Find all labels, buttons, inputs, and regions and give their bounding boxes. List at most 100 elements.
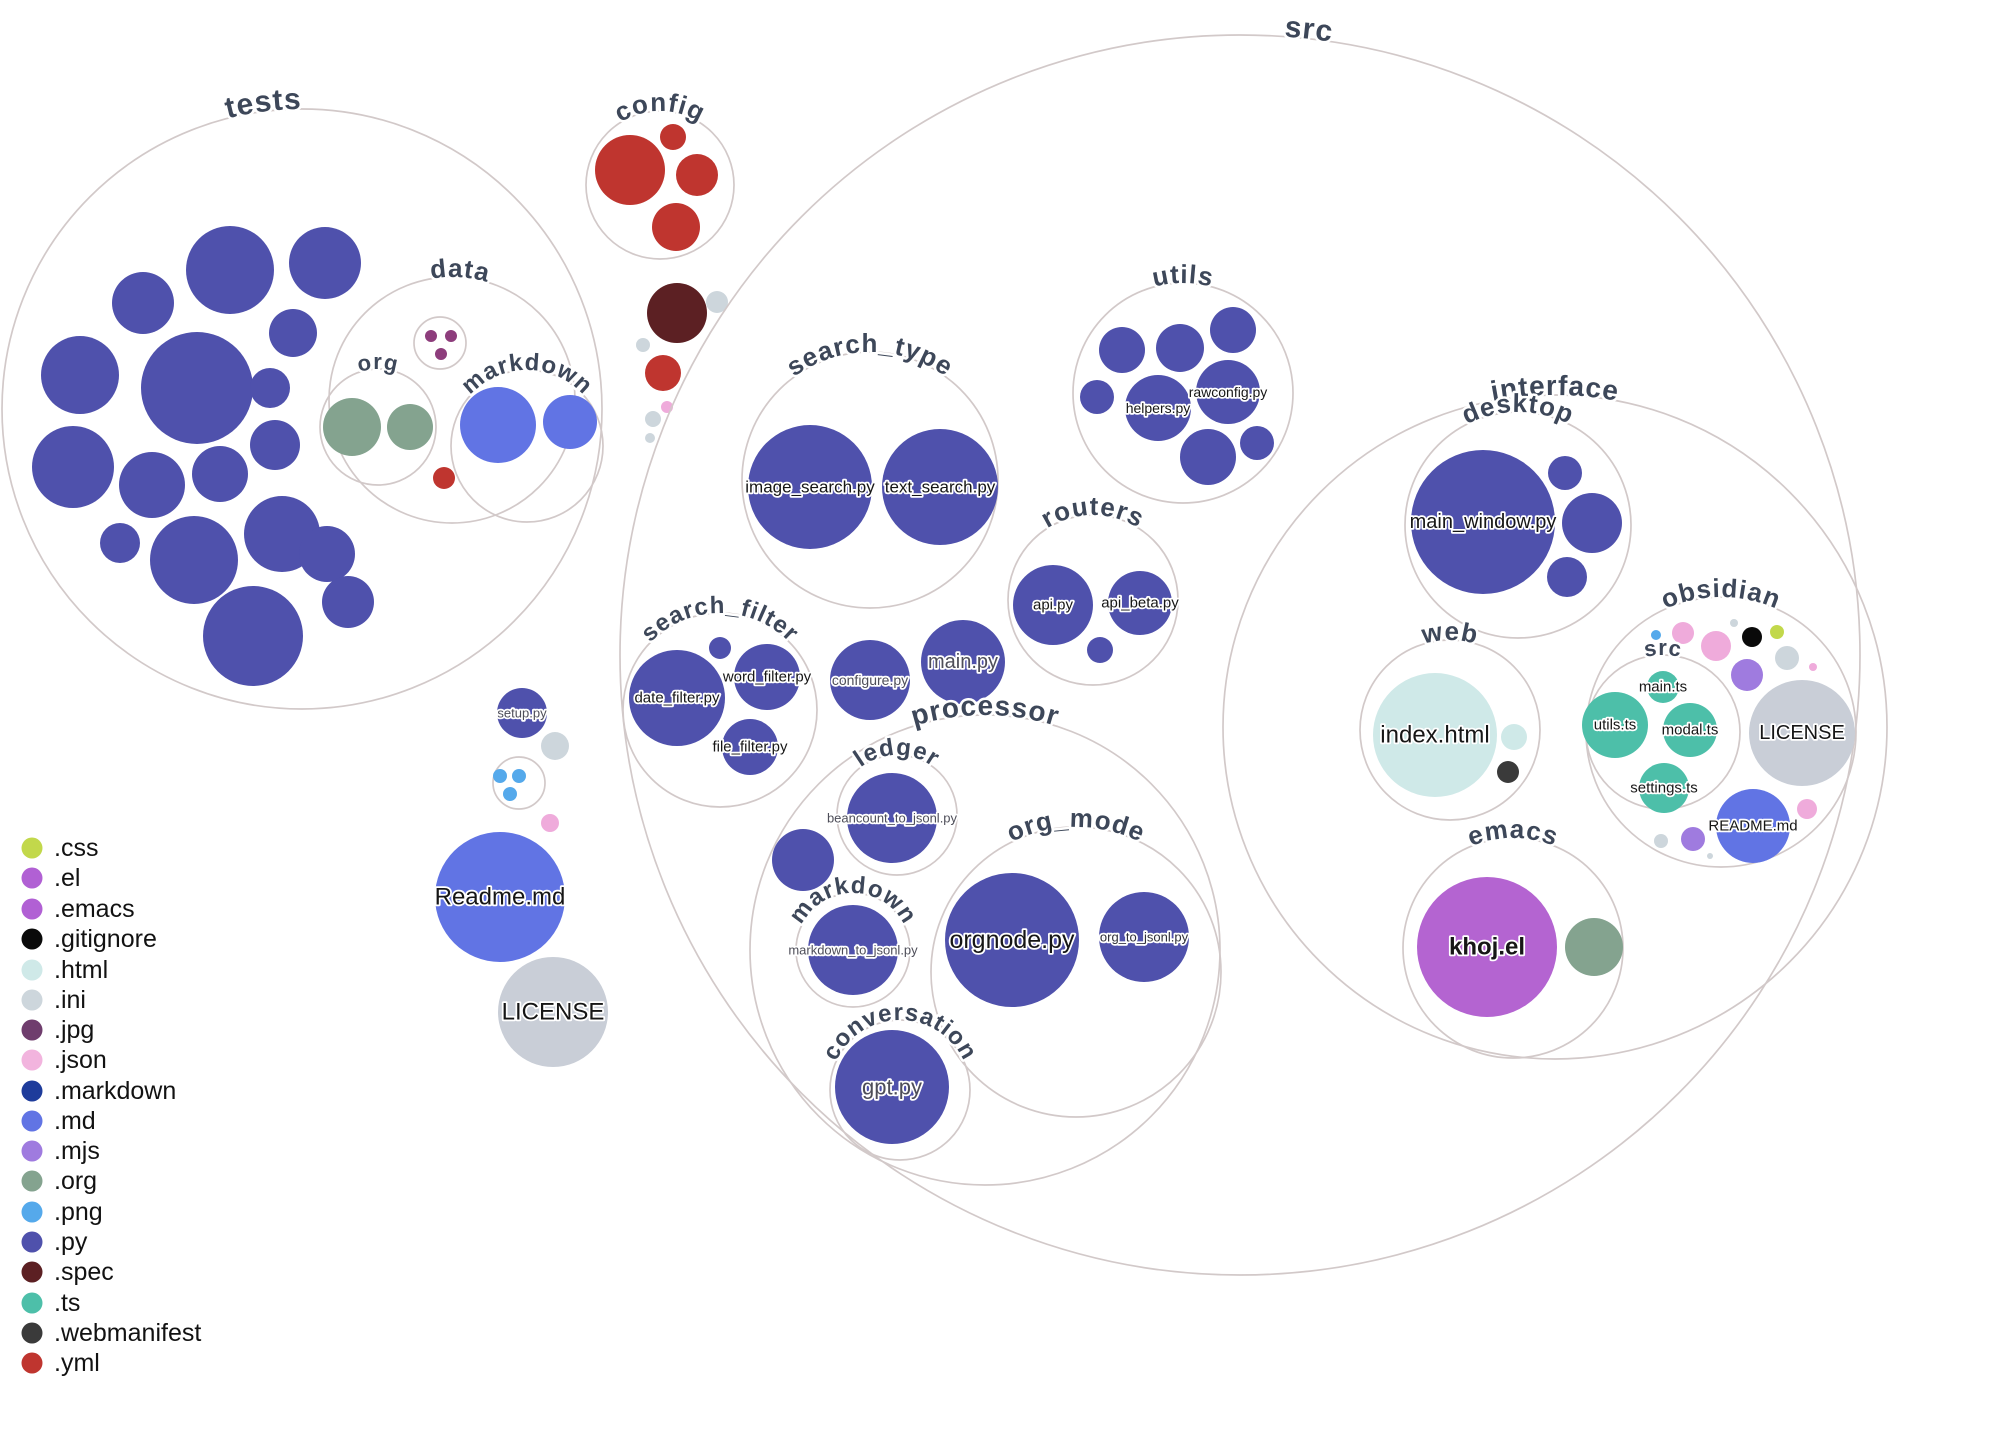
file-tests-py-11 <box>250 420 300 470</box>
file-tests-py-3 <box>289 227 361 299</box>
file-circle-tests-py-9 <box>119 452 185 518</box>
legend-label-json: .json <box>54 1046 107 1074</box>
folder-ring-search-type <box>741 351 999 609</box>
legend-label-mjs: .mjs <box>54 1137 100 1165</box>
legend-swatch-json <box>21 1049 43 1071</box>
file-circle-api-beta-py <box>1108 571 1172 635</box>
legend-label-markdown: .markdown <box>54 1077 176 1105</box>
file-main-window-py: main_window.py <box>1408 450 1558 594</box>
file-label-setup-py: setup.py <box>497 706 547 721</box>
file-circle-org-1 <box>323 398 381 456</box>
file-circle-main-ts <box>1647 671 1679 703</box>
folder-label-src: src <box>1283 11 1335 49</box>
file-circle-root-spec <box>647 283 707 343</box>
file-circle-obs-ini-1 <box>1730 619 1738 627</box>
file-circle-filter-py-4 <box>709 637 731 659</box>
file-circle-obs-json-4 <box>1797 799 1817 819</box>
file-label-license-root: LICENSE <box>502 999 605 1026</box>
file-circle-word-filter-py <box>734 644 800 710</box>
folder-label-data: data <box>429 253 494 288</box>
file-circle-root-ini-2 <box>636 338 650 352</box>
file-utils-py-6 <box>1240 426 1274 460</box>
file-circle-config-yml-3 <box>676 154 718 196</box>
file-png-2 <box>512 769 526 783</box>
legend-swatch-markdown <box>21 1080 43 1102</box>
file-circle-tests-py-2 <box>112 272 174 334</box>
file-circle-root-ini-3 <box>645 411 661 427</box>
file-tests-py-2 <box>112 272 174 334</box>
file-circle-tests-py-10 <box>192 446 248 502</box>
folder-ring-org-mode <box>930 826 1222 1118</box>
file-license-obsidian: LICENSE <box>1749 680 1855 786</box>
legend-swatch-yml <box>21 1352 43 1374</box>
legend-item-jpg: .jpg <box>21 1016 94 1044</box>
file-circle-readme-md-obsidian <box>1716 789 1790 863</box>
legend-label-el: .el <box>54 864 80 892</box>
folder-ring-data-images <box>413 316 467 370</box>
file-circle-utils-ts <box>1582 692 1648 758</box>
file-circle-emacs-org <box>1565 918 1623 976</box>
file-root-ini-4 <box>645 433 655 443</box>
file-root-ini-2 <box>636 338 650 352</box>
file-circle-png-2 <box>512 769 526 783</box>
file-circle-tests-py-8 <box>32 426 114 508</box>
legend-swatch-emacs <box>21 898 43 920</box>
file-label-beancount-to-jsonl-py: beancount_to_jsonl.py <box>827 811 958 826</box>
file-settings-ts: settings.ts <box>1628 763 1700 813</box>
file-circle-tests-py-17 <box>100 523 140 563</box>
legend-label-jpg: .jpg <box>54 1016 94 1044</box>
folder-label-org: org <box>355 349 401 377</box>
file-processor-py-1 <box>772 829 834 891</box>
legend-swatch-org <box>21 1170 43 1192</box>
file-label-api-py: api.py <box>1033 597 1074 614</box>
legend-item-org: .org <box>21 1167 97 1195</box>
file-circle-khoj-el <box>1417 877 1557 1017</box>
file-obs-mjs-2 <box>1681 827 1705 851</box>
file-circle-jpg-2 <box>445 330 457 342</box>
file-circle-tests-py-1 <box>186 226 274 314</box>
legend-swatch-gitignore <box>21 928 43 950</box>
file-circle-root-yml <box>645 355 681 391</box>
folder-ring-markdown-data <box>450 369 604 523</box>
file-label-rawconfig-py: rawconfig.py <box>1189 384 1268 400</box>
file-circle-obs-json-1 <box>1672 622 1694 644</box>
file-utils-py-3 <box>1210 307 1256 353</box>
file-tests-py-10 <box>192 446 248 502</box>
file-circle-root-ini-1 <box>706 291 728 313</box>
file-circle-web-html-2 <box>1501 724 1527 750</box>
folder-label-search-type: search_type <box>781 328 960 382</box>
file-org-1 <box>323 398 381 456</box>
file-root-json-2 <box>541 814 559 832</box>
file-circle-config-yml-1 <box>595 135 665 205</box>
legend-label-css: .css <box>54 834 98 862</box>
folder-ring-desktop <box>1404 411 1632 639</box>
file-circle-image-search-py <box>748 425 872 549</box>
file-root-ini-5 <box>541 732 569 760</box>
folder-ring-interface <box>1222 394 1888 1060</box>
legend-item-ts: .ts <box>21 1289 80 1317</box>
file-circle-org-to-jsonl-py <box>1099 892 1189 982</box>
file-label-main-py: main.py <box>928 651 998 673</box>
file-tests-py-13 <box>150 516 238 604</box>
file-circle-configure-py <box>830 640 910 720</box>
file-khoj-el: khoj.el <box>1417 877 1557 1017</box>
file-beancount-to-jsonl-py: beancount_to_jsonl.py <box>825 773 959 863</box>
legend-label-gitignore: .gitignore <box>54 925 157 953</box>
legend-swatch-ts <box>21 1292 43 1314</box>
file-circle-routers-py-3 <box>1087 637 1113 663</box>
file-circle-index-html <box>1373 673 1497 797</box>
file-license-root: LICENSE <box>498 957 608 1067</box>
file-circle-web-webmanifest <box>1497 761 1519 783</box>
folder-label-processor: processor <box>907 690 1063 732</box>
folder-label-ledger: ledger <box>849 734 945 773</box>
file-circle-md-data-2 <box>543 395 597 449</box>
legend-label-emacs: .emacs <box>54 895 135 923</box>
file-circle-org-2 <box>387 404 433 450</box>
file-circle-tests-py-6 <box>269 309 317 357</box>
file-main-ts: main.ts <box>1637 671 1689 703</box>
folder-data: data <box>328 250 576 524</box>
file-label-date-filter-py: date_filter.py <box>634 690 720 707</box>
file-circle-obs-png <box>1651 630 1661 640</box>
file-circle-desktop-py-4 <box>1547 557 1587 597</box>
legend-label-html: .html <box>54 956 108 984</box>
